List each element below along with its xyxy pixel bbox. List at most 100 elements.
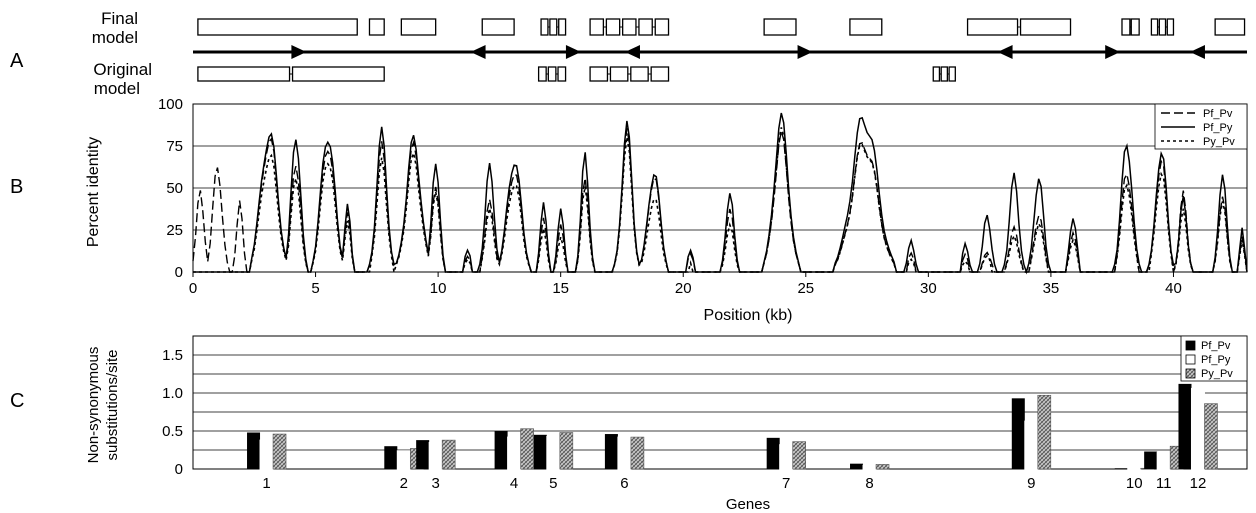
identity-y-tick-label: 25: [166, 222, 183, 239]
final-gene-6-exon: [622, 18, 637, 36]
subst-y-tick-label: 0: [175, 461, 183, 478]
bar-py-pv-gene-1: [272, 433, 287, 470]
bar-pf-pv-gene-3: [416, 440, 430, 469]
final-gene-5-exon: [540, 18, 549, 36]
bar-pf-py-gene-7: [779, 444, 794, 470]
strand-arrow-7: [1105, 45, 1121, 59]
final-gene-6-exon: [589, 18, 605, 36]
final-gene-3: [400, 18, 437, 36]
identity-legend-label: Pf_Py: [1203, 122, 1233, 134]
original-gene-3-exon: [630, 66, 649, 82]
bar-pf-py-gene-11: [1156, 451, 1171, 470]
bar-pf-py-gene-1: [259, 439, 274, 470]
genes-x-axis-label: Genes: [726, 496, 770, 513]
identity-legend-label: Pf_Pv: [1203, 108, 1233, 120]
bar-pf-pv-gene-7: [766, 437, 780, 469]
identity-y-tick-label: 50: [166, 180, 183, 197]
strand-arrow-2: [470, 45, 486, 59]
bar-pf-py-gene-12: [1190, 387, 1205, 470]
bar-pf-pv-gene-9: [1011, 398, 1025, 469]
final-gene-1: [197, 18, 358, 36]
final-gene-8: [849, 18, 883, 36]
bar-pf-pv-gene-12: [1178, 383, 1192, 469]
gene-tick-label: 11: [1156, 475, 1172, 492]
bar-py-pv-gene-4: [520, 428, 534, 470]
original-gene-1-exon: [291, 66, 385, 82]
bar-pf-pv-gene-5: [533, 434, 547, 469]
bar-pf-pv-gene-4: [494, 431, 508, 469]
bar-py-pv-gene-12: [1204, 403, 1218, 470]
bar-py-pv-gene-9: [1037, 394, 1052, 470]
identity-x-tick-label: 10: [430, 280, 447, 297]
gene-tick-label: 2: [400, 475, 408, 492]
identity-x-tick-label: 0: [189, 280, 197, 297]
identity-x-tick-label: 35: [1043, 280, 1060, 297]
final-gene-11-exon: [1166, 18, 1175, 36]
gene-tick-label: 10: [1126, 475, 1143, 492]
strand-arrow-3: [565, 45, 581, 59]
identity-x-axis-label: Position (kb): [704, 307, 793, 324]
bar-pf-py-gene-4: [507, 436, 522, 470]
bar-py-pv-gene-5: [559, 432, 574, 470]
original-gene-2-exon: [547, 66, 557, 82]
bar-pf-pv-gene-6: [604, 434, 618, 469]
original-gene-4-exon: [932, 66, 941, 82]
identity-x-tick-label: 25: [797, 280, 814, 297]
identity-x-tick-label: 5: [311, 280, 319, 297]
bar-pf-py-gene-3: [428, 441, 443, 470]
identity-y-axis-label: Percent identity: [85, 137, 102, 247]
subst-legend-swatch: [1185, 354, 1196, 365]
bar-pf-py-gene-8: [862, 464, 877, 470]
identity-x-tick-label: 15: [552, 280, 569, 297]
strand-arrow-6: [997, 45, 1013, 59]
panel-letter-b: B: [10, 176, 23, 198]
final-gene-5-exon: [549, 18, 558, 36]
strand-arrow-4: [624, 45, 640, 59]
original-gene-1-exon: [197, 66, 291, 82]
gene-model-panel: [193, 18, 1247, 82]
final-gene-6-exon: [654, 18, 670, 36]
bar-pf-pv-gene-8: [850, 463, 864, 469]
final-gene-10-exon: [1121, 18, 1131, 36]
final-gene-4: [481, 18, 515, 36]
bar-pf-py-gene-2: [396, 450, 411, 470]
identity-legend-label: Py_Pv: [1203, 136, 1235, 148]
panel-letter-c: C: [10, 390, 24, 412]
bar-py-pv-gene-3: [441, 439, 456, 470]
final-gene-11-exon: [1158, 18, 1167, 36]
subst-y-axis-label-line1: Non-synonymous: [85, 347, 102, 464]
final-gene-10-exon: [1130, 18, 1140, 36]
subst-legend-label: Pf_Pv: [1201, 340, 1231, 352]
gene-tick-label: 5: [549, 475, 557, 492]
bar-pf-py-gene-9: [1024, 420, 1039, 470]
final-model-label-line1: Final: [101, 9, 138, 28]
subst-legend-label: Py_Pv: [1201, 368, 1233, 380]
final-gene-9-exon: [966, 18, 1019, 36]
bar-pf-py-gene-5: [546, 435, 561, 470]
original-gene-3-exon: [609, 66, 629, 82]
gene-tick-label: 6: [620, 475, 628, 492]
bar-pf-pv-gene-1: [247, 432, 261, 469]
subst-y-tick-label: 1.0: [162, 385, 183, 402]
original-gene-3-exon: [650, 66, 670, 82]
identity-y-tick-label: 100: [158, 96, 183, 113]
subst-y-tick-label: 1.5: [162, 347, 183, 364]
bar-py-pv-gene-6: [630, 436, 645, 470]
gene-tick-label: 8: [865, 475, 873, 492]
final-gene-7: [763, 18, 797, 36]
bar-pf-py-gene-10: [1127, 467, 1142, 470]
bar-pf-pv-gene-2: [384, 446, 398, 469]
final-gene-6-exon: [638, 18, 653, 36]
bar-pf-py-gene-6: [617, 436, 632, 470]
final-gene-2: [368, 18, 385, 36]
original-gene-3-exon: [589, 66, 609, 82]
original-gene-4-exon: [948, 66, 956, 82]
subst-plot-frame: [192, 335, 1248, 470]
gene-tick-label: 1: [262, 475, 270, 492]
gene-tick-label: 3: [431, 475, 439, 492]
identity-x-tick-label: 30: [920, 280, 937, 297]
bar-py-pv-gene-8: [875, 464, 890, 470]
identity-y-tick-label: 75: [166, 138, 183, 155]
